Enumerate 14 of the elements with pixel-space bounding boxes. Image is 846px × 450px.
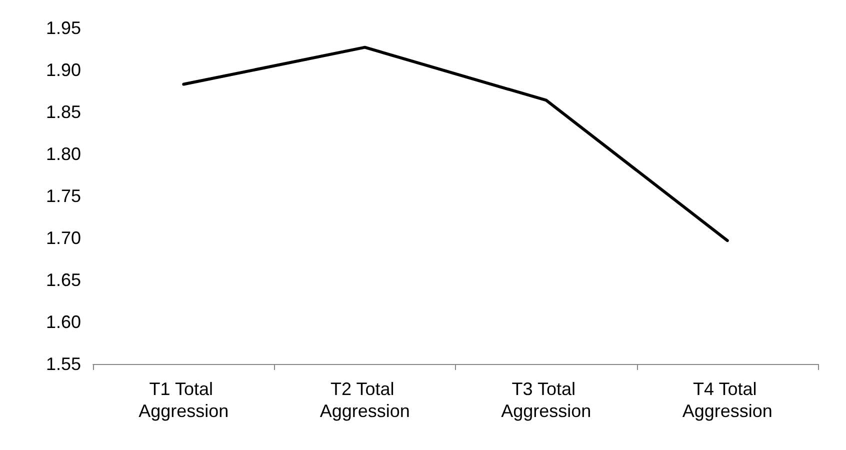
- y-tick-label: 1.55: [46, 354, 81, 374]
- y-tick-label: 1.65: [46, 270, 81, 290]
- y-tick-label: 1.90: [46, 60, 81, 80]
- x-tick-label: T4 Total Aggression: [682, 379, 772, 421]
- y-tick-label: 1.75: [46, 186, 81, 206]
- y-tick-label: 1.85: [46, 102, 81, 122]
- x-tick-label: T2 Total Aggression: [320, 379, 410, 421]
- y-tick-label: 1.80: [46, 144, 81, 164]
- y-tick-label: 1.70: [46, 228, 81, 248]
- y-tick-label: 1.95: [46, 18, 81, 38]
- x-tick-label: T1 Total Aggression: [138, 379, 229, 421]
- x-tick-label: T3 Total Aggression: [501, 379, 592, 421]
- y-tick-label: 1.60: [46, 312, 81, 332]
- line-series: [182, 46, 729, 242]
